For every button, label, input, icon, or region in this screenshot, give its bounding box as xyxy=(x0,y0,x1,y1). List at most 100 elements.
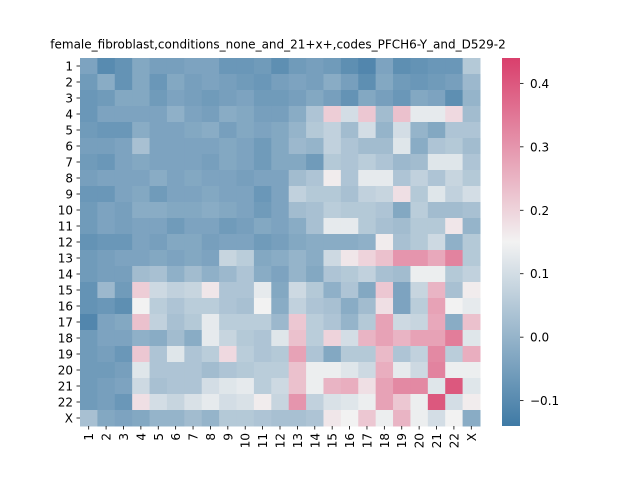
heatmap-cell-14-10 xyxy=(236,266,255,283)
heatmap-cell-X-15 xyxy=(323,410,342,427)
heatmap-cell-10-14 xyxy=(306,202,324,219)
heatmap-cell-3-8 xyxy=(201,90,220,107)
heatmap-cell-10-15 xyxy=(323,202,342,219)
heatmap-cell-5-19 xyxy=(393,122,411,139)
heatmap-cell-19-11 xyxy=(253,346,272,363)
heatmap-cell-17-15 xyxy=(323,314,342,331)
heatmap-cell-3-19 xyxy=(393,90,411,107)
heatmap-cell-21-4 xyxy=(132,378,151,395)
heatmap-cell-9-11 xyxy=(253,186,272,203)
heatmap-cell-22-11 xyxy=(253,394,272,411)
heatmap-cell-2-12 xyxy=(271,74,290,91)
heatmap-cell-1-3 xyxy=(114,58,133,75)
heatmap-cell-9-6 xyxy=(166,186,185,203)
heatmap-cell-8-3 xyxy=(114,170,133,187)
heatmap-cell-5-22 xyxy=(445,122,464,139)
heatmap-cell-13-12 xyxy=(271,250,290,267)
x-tick-label-4: 4 xyxy=(134,433,148,441)
heatmap-cell-11-2 xyxy=(97,218,116,235)
heatmap-cell-3-21 xyxy=(427,90,446,107)
heatmap-cell-18-6 xyxy=(166,330,185,347)
heatmap-cell-4-11 xyxy=(253,106,272,123)
heatmap-cell-9-13 xyxy=(288,186,307,203)
heatmap-cell-5-15 xyxy=(323,122,342,139)
heatmap-cell-22-5 xyxy=(149,394,168,411)
heatmap-cell-20-8 xyxy=(201,362,220,379)
heatmap-cell-18-2 xyxy=(97,330,116,347)
heatmap-cell-16-19 xyxy=(393,298,411,315)
heatmap-cell-5-1 xyxy=(80,122,98,139)
heatmap-cell-6-17 xyxy=(358,138,377,155)
heatmap-cell-6-2 xyxy=(97,138,116,155)
colorbar-tick-label: −0.1 xyxy=(530,394,559,408)
heatmap-cell-2-22 xyxy=(445,74,464,91)
heatmap-cell-5-21 xyxy=(427,122,446,139)
heatmap-cell-14-16 xyxy=(340,266,359,283)
heatmap-cell-4-8 xyxy=(201,106,220,123)
heatmap-cell-17-22 xyxy=(445,314,464,331)
y-tick-label-14: 14 xyxy=(58,268,73,282)
heatmap-cell-10-6 xyxy=(166,202,185,219)
heatmap-cell-12-11 xyxy=(253,234,272,251)
heatmap-cell-7-18 xyxy=(375,154,394,171)
heatmap-cell-2-11 xyxy=(253,74,272,91)
heatmap-cell-17-17 xyxy=(358,314,377,331)
heatmap-cell-20-13 xyxy=(288,362,307,379)
heatmap-cell-22-13 xyxy=(288,394,307,411)
heatmap-cell-2-1 xyxy=(80,74,98,91)
heatmap-cell-5-8 xyxy=(201,122,220,139)
heatmap-cell-17-7 xyxy=(184,314,203,331)
heatmap-cell-2-20 xyxy=(410,74,429,91)
heatmap-cell-3-9 xyxy=(219,90,238,107)
heatmap-cell-7-13 xyxy=(288,154,307,171)
heatmap-cell-12-9 xyxy=(219,234,238,251)
heatmap-cell-18-22 xyxy=(445,330,464,347)
heatmap-cell-X-6 xyxy=(166,410,185,427)
heatmap-cell-4-1 xyxy=(80,106,98,123)
heatmap-cell-10-2 xyxy=(97,202,116,219)
chart-title: female_fibroblast,conditions_none_and_21… xyxy=(50,38,505,52)
heatmap-cell-4-18 xyxy=(375,106,394,123)
heatmap-cell-X-11 xyxy=(253,410,272,427)
heatmap-cell-2-7 xyxy=(184,74,203,91)
heatmap-cell-14-X xyxy=(462,266,481,283)
heatmap-cell-8-22 xyxy=(445,170,464,187)
heatmap-cell-14-15 xyxy=(323,266,342,283)
heatmap-cell-18-17 xyxy=(358,330,377,347)
heatmap-cell-13-4 xyxy=(132,250,151,267)
heatmap-cell-11-11 xyxy=(253,218,272,235)
heatmap-cell-13-7 xyxy=(184,250,203,267)
heatmap-cell-9-12 xyxy=(271,186,290,203)
x-tick-label-10: 10 xyxy=(239,433,253,448)
heatmap-cell-12-X xyxy=(462,234,481,251)
heatmap-cell-X-19 xyxy=(393,410,411,427)
heatmap-cell-18-7 xyxy=(184,330,203,347)
heatmap-cell-10-4 xyxy=(132,202,151,219)
heatmap-cell-10-5 xyxy=(149,202,168,219)
heatmap-cell-12-4 xyxy=(132,234,151,251)
heatmap-cell-10-16 xyxy=(340,202,359,219)
heatmap-cell-15-17 xyxy=(358,282,377,299)
heatmap-cell-6-12 xyxy=(271,138,290,155)
heatmap-cell-11-14 xyxy=(306,218,324,235)
heatmap-cell-16-11 xyxy=(253,298,272,315)
heatmap-cell-8-13 xyxy=(288,170,307,187)
heatmap-cell-2-10 xyxy=(236,74,255,91)
heatmap-cell-1-2 xyxy=(97,58,116,75)
heatmap-cell-20-16 xyxy=(340,362,359,379)
heatmap-cell-18-10 xyxy=(236,330,255,347)
heatmap-cell-11-12 xyxy=(271,218,290,235)
heatmap-cell-21-13 xyxy=(288,378,307,395)
heatmap-cell-11-9 xyxy=(219,218,238,235)
heatmap-cell-9-16 xyxy=(340,186,359,203)
heatmap-cell-20-17 xyxy=(358,362,377,379)
heatmap-cell-22-10 xyxy=(236,394,255,411)
heatmap-cell-12-10 xyxy=(236,234,255,251)
heatmap-cell-6-11 xyxy=(253,138,272,155)
heatmap-cell-12-15 xyxy=(323,234,342,251)
heatmap-cell-16-21 xyxy=(427,298,446,315)
heatmap-cell-16-X xyxy=(462,298,481,315)
heatmap-cell-12-1 xyxy=(80,234,98,251)
